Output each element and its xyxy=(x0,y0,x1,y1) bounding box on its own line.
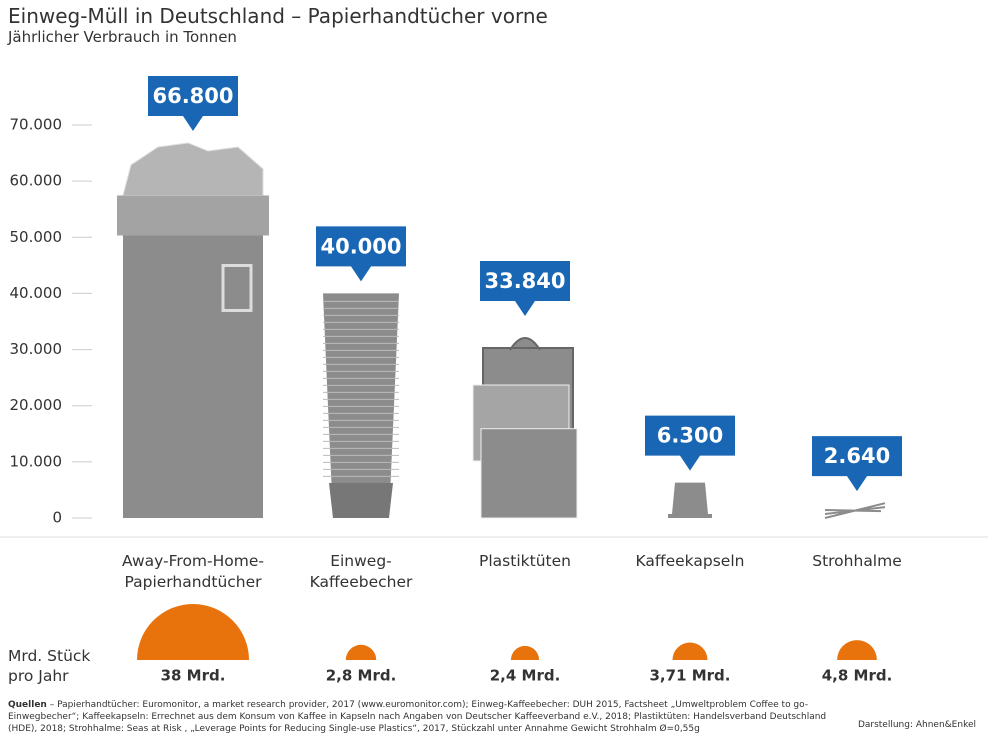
y-tick-label: 50.000 xyxy=(10,228,63,246)
value-label: 33.840 xyxy=(484,269,565,293)
straws xyxy=(824,502,886,519)
y-tick-label: 40.000 xyxy=(10,284,63,302)
y-tick-label: 70.000 xyxy=(10,116,63,134)
category-label: Away-From-Home- Papierhandtücher xyxy=(121,552,264,591)
credit: Darstellung: Ahnen&Enkel xyxy=(857,720,976,730)
value-callout xyxy=(316,226,406,282)
cup-bottom xyxy=(329,483,393,518)
pieces-label: Mrd. Stück pro Jahr xyxy=(8,647,91,685)
pieces-semicircle xyxy=(510,645,540,660)
value-label: 2.640 xyxy=(824,444,890,468)
pieces-label: 3,71 Mrd. xyxy=(650,667,731,685)
pieces-label: 2,8 Mrd. xyxy=(326,667,397,685)
y-tick-label: 30.000 xyxy=(10,340,63,358)
cups xyxy=(323,293,399,518)
pieces-label: 38 Mrd. xyxy=(161,667,226,685)
y-tick-label: 10.000 xyxy=(10,452,63,470)
chart-subtitle: Jährlicher Verbrauch in Tonnen xyxy=(8,28,237,46)
paper xyxy=(122,142,264,196)
bin-lid xyxy=(117,195,269,236)
chart-title: Einweg-Müll in Deutschland – Papierhandt… xyxy=(8,4,548,28)
y-tick-label: 0 xyxy=(52,509,62,527)
value-callout xyxy=(148,75,238,131)
pieces-semicircle xyxy=(345,644,377,660)
source: Quellen – Papierhandtücher: Euromonitor,… xyxy=(8,699,858,735)
value-callout xyxy=(812,436,902,492)
bin xyxy=(117,142,269,518)
y-tick-label: 60.000 xyxy=(10,172,63,190)
cup-stack xyxy=(323,293,399,518)
bag-stack xyxy=(472,337,578,519)
value-callout xyxy=(645,415,735,471)
bin-cup xyxy=(221,263,253,312)
category-label: Einweg- Kaffeebecher xyxy=(309,552,413,591)
pieces-label: 4,8 Mrd. xyxy=(822,667,893,685)
source-text: – Papierhandtücher: Euromonitor, a marke… xyxy=(8,700,827,734)
y-tick-label: 20.000 xyxy=(10,396,63,414)
pieces-semicircle xyxy=(672,642,708,660)
capsule xyxy=(668,482,712,518)
source-label: Quellen xyxy=(8,700,47,710)
bin-body xyxy=(123,235,263,518)
bag xyxy=(480,428,578,519)
category-label: Strohhalme xyxy=(812,552,902,570)
value-callout xyxy=(480,261,570,317)
category-label: Plastiktüten xyxy=(479,552,571,570)
value-label: 40.000 xyxy=(320,234,401,258)
pieces-semicircle xyxy=(837,640,877,660)
pieces-semicircle xyxy=(137,604,249,660)
value-label: 6.300 xyxy=(657,424,723,448)
value-label: 66.800 xyxy=(152,84,233,108)
category-label: Kaffeekapseln xyxy=(635,552,745,570)
pieces-label: 2,4 Mrd. xyxy=(490,667,561,685)
